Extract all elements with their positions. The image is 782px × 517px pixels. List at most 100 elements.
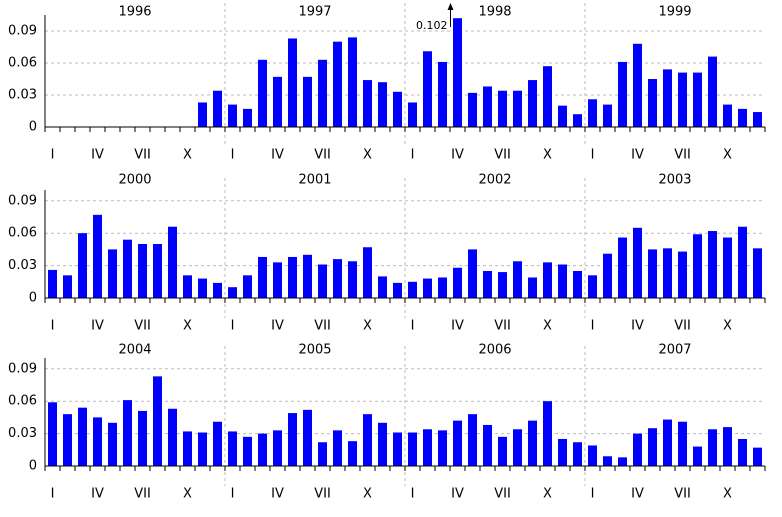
bar [288, 38, 297, 127]
x-tick-label: I [51, 148, 55, 163]
bar [258, 256, 267, 298]
y-tick-label: 0 [29, 120, 37, 135]
bar [333, 259, 342, 298]
bar [213, 90, 222, 127]
bar [333, 430, 342, 466]
year-label: 1997 [298, 5, 331, 20]
bar [723, 427, 732, 466]
bar [48, 269, 57, 298]
y-tick-label: 0.06 [8, 394, 37, 409]
bar [183, 275, 192, 298]
bar [588, 99, 597, 127]
bar [753, 447, 762, 466]
x-tick-label: VII [494, 148, 511, 163]
year-label: 2006 [478, 343, 511, 358]
bar [333, 41, 342, 127]
bar [423, 278, 432, 298]
bar [618, 457, 627, 466]
bar [153, 244, 162, 298]
bar [348, 441, 357, 466]
bar [663, 419, 672, 466]
bar [273, 430, 282, 466]
x-tick-label: X [363, 487, 372, 502]
bar [633, 433, 642, 466]
bar [378, 422, 387, 466]
x-tick-label: IV [91, 148, 104, 163]
year-label: 2002 [478, 173, 511, 188]
value-label: 0.102 [416, 19, 448, 32]
x-tick-label: VII [674, 487, 691, 502]
x-tick-label: X [723, 319, 732, 334]
bar [603, 456, 612, 466]
x-tick-label: X [183, 148, 192, 163]
bar [288, 413, 297, 466]
x-tick-label: X [723, 487, 732, 502]
bar [513, 261, 522, 298]
bar [708, 429, 717, 466]
bar [393, 432, 402, 466]
bar [243, 436, 252, 466]
year-label: 2001 [298, 173, 331, 188]
bar [543, 401, 552, 466]
bar [753, 112, 762, 127]
year-label: 2005 [298, 343, 331, 358]
bar [693, 72, 702, 127]
bar [438, 277, 447, 298]
x-tick-label: X [183, 487, 192, 502]
bar [708, 56, 717, 127]
x-tick-label: I [231, 487, 235, 502]
bar [528, 420, 537, 466]
y-tick-label: 0 [29, 291, 37, 306]
bar [573, 442, 582, 466]
bar [213, 282, 222, 298]
x-tick-label: I [411, 487, 415, 502]
bar [63, 275, 72, 298]
bar [393, 91, 402, 127]
bar [273, 262, 282, 298]
bar [738, 439, 747, 466]
bar [543, 262, 552, 298]
year-label: 2003 [658, 173, 691, 188]
x-tick-label: X [543, 319, 552, 334]
bar [93, 417, 102, 466]
bar [648, 428, 657, 466]
x-tick-label: I [591, 319, 595, 334]
bar [318, 442, 327, 466]
bar [438, 430, 447, 466]
x-tick-label: X [723, 148, 732, 163]
x-tick-label: I [411, 148, 415, 163]
bar [573, 271, 582, 298]
year-label: 2000 [118, 173, 151, 188]
x-tick-label: VII [674, 148, 691, 163]
y-tick-label: 0.03 [8, 426, 37, 441]
bars [48, 214, 762, 298]
bar [123, 239, 132, 298]
bar [723, 104, 732, 127]
bar [168, 408, 177, 466]
panel: 0 0.03 0.06 0.09 2004 2005 2006 2007 I IV VII X I IV V… [8, 343, 766, 502]
bar [318, 59, 327, 127]
x-tick-label: VII [314, 487, 331, 502]
x-tick-label: IV [271, 319, 284, 334]
y-tick-label: 0.03 [8, 258, 37, 273]
bar [558, 105, 567, 127]
bar [558, 439, 567, 466]
y-tick-label: 0.09 [8, 24, 37, 39]
overflow-arrowhead [447, 3, 454, 10]
bar [528, 277, 537, 298]
bar [108, 422, 117, 466]
x-tick-label: X [363, 148, 372, 163]
bar [423, 429, 432, 466]
bar [348, 37, 357, 127]
bar [693, 446, 702, 466]
x-tick-label: I [51, 487, 55, 502]
bar [138, 244, 147, 298]
bar [228, 431, 237, 466]
x-tick-label: VII [314, 148, 331, 163]
bar [378, 82, 387, 127]
bar [483, 271, 492, 298]
x-tick-label: I [231, 319, 235, 334]
bars [198, 18, 762, 128]
bar [468, 92, 477, 127]
